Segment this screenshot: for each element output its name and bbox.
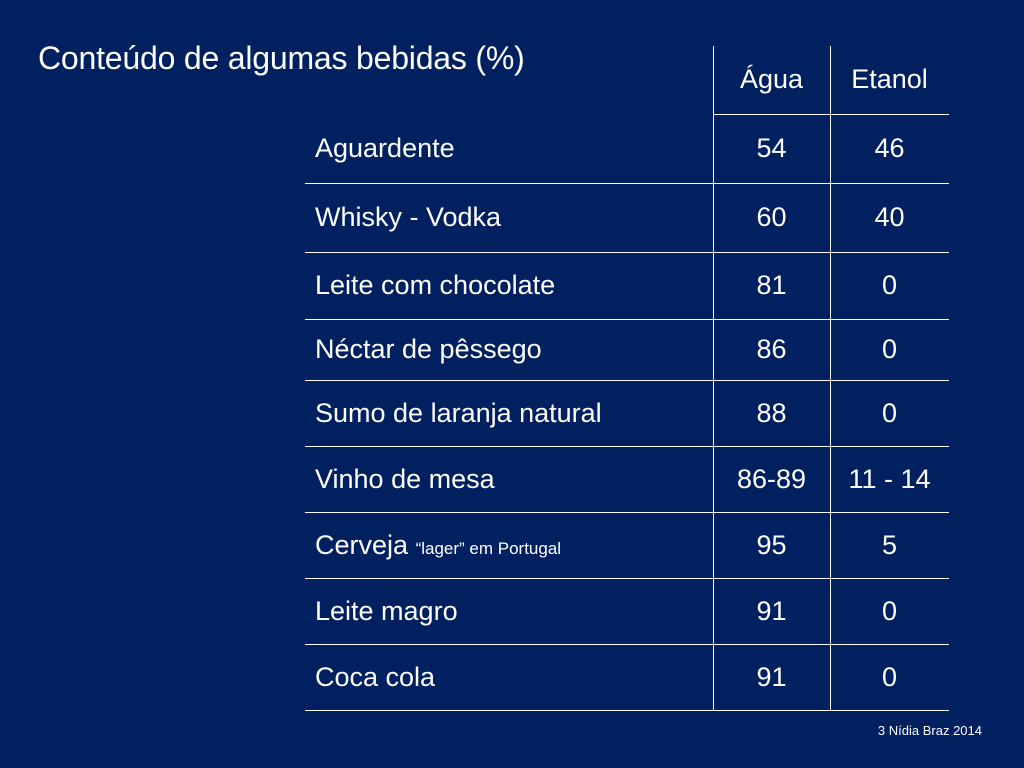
row-name: Leite com chocolate	[305, 252, 713, 320]
beverage-table: Água Etanol Aguardente 54 46 Whisky - Vo…	[305, 46, 949, 711]
table-row: Leite com chocolate 81 0	[305, 252, 949, 320]
row-note: “lager” em Portugal	[415, 538, 562, 558]
row-etanol: 0	[829, 578, 949, 645]
slide-title: Conteúdo de algumas bebidas (%)	[38, 40, 525, 76]
table-row: Coca cola 91 0	[305, 644, 949, 711]
header-etanol: Etanol	[829, 46, 949, 115]
row-agua: 86	[712, 319, 830, 381]
table-row: Vinho de mesa 86-89 11 - 14	[305, 446, 949, 513]
row-name: Aguardente	[305, 114, 713, 184]
table-row: Leite magro 91 0	[305, 578, 949, 645]
row-name: Sumo de laranja natural	[305, 380, 713, 447]
header-blank-cell	[305, 46, 713, 114]
table-row: Cerveja “lager” em Portugal 95 5	[305, 512, 949, 579]
row-name: Coca cola	[305, 644, 713, 711]
slide-footer: 3 Nídia Braz 2014	[877, 723, 982, 738]
row-agua: 88	[712, 380, 830, 447]
row-agua: 91	[712, 578, 830, 645]
row-etanol: 0	[829, 644, 949, 711]
row-agua: 81	[712, 252, 830, 320]
row-etanol: 0	[829, 319, 949, 381]
row-etanol: 11 - 14	[829, 446, 949, 513]
table-row: Sumo de laranja natural 88 0	[305, 380, 949, 447]
row-name: Whisky - Vodka	[305, 183, 713, 253]
row-etanol: 5	[829, 512, 949, 579]
header-agua: Água	[712, 46, 830, 115]
table-row: Whisky - Vodka 60 40	[305, 183, 949, 253]
row-agua: 95	[712, 512, 830, 579]
row-name: Vinho de mesa	[305, 446, 713, 513]
table-row: Néctar de pêssego 86 0	[305, 319, 949, 381]
row-etanol: 0	[829, 380, 949, 447]
row-name: Néctar de pêssego	[305, 319, 713, 381]
table-row: Aguardente 54 46	[305, 114, 949, 184]
row-agua: 86-89	[712, 446, 830, 513]
row-etanol: 46	[829, 114, 949, 184]
row-name: Leite magro	[305, 578, 713, 645]
row-agua: 91	[712, 644, 830, 711]
row-etanol: 0	[829, 252, 949, 320]
row-name: Cerveja	[315, 529, 409, 560]
row-agua: 60	[712, 183, 830, 253]
row-name-with-note: Cerveja “lager” em Portugal	[305, 512, 713, 579]
row-agua: 54	[712, 114, 830, 184]
row-etanol: 40	[829, 183, 949, 253]
table-header-row: Água Etanol	[305, 46, 949, 115]
